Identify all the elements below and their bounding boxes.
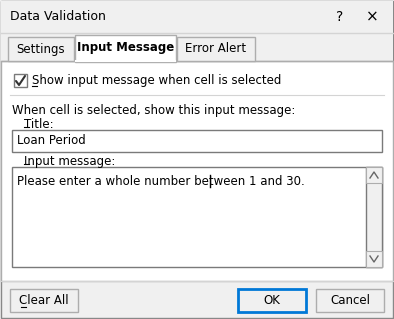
Text: Data Validation: Data Validation — [10, 11, 106, 24]
Bar — [12, 130, 382, 152]
Bar — [366, 167, 382, 183]
Text: Clear All: Clear All — [19, 293, 69, 307]
Bar — [12, 167, 382, 267]
Bar — [238, 288, 306, 311]
Text: OK: OK — [264, 293, 281, 307]
Bar — [177, 37, 255, 61]
Text: ?: ? — [336, 10, 344, 24]
Text: ×: × — [366, 10, 378, 25]
Bar — [75, 35, 176, 62]
Bar — [10, 288, 78, 311]
Bar — [1, 1, 393, 33]
Bar — [8, 37, 74, 61]
Text: Loan Period: Loan Period — [17, 135, 86, 147]
Text: Input message:: Input message: — [24, 155, 115, 168]
Bar — [1, 33, 393, 61]
Bar — [366, 251, 382, 267]
Text: Settings: Settings — [17, 42, 65, 56]
Text: Title:: Title: — [24, 118, 54, 131]
Bar — [316, 288, 384, 311]
Text: Please enter a whole number between 1 and 30.: Please enter a whole number between 1 an… — [17, 175, 305, 188]
Text: When cell is selected, show this input message:: When cell is selected, show this input m… — [12, 104, 296, 117]
Bar — [14, 74, 27, 87]
Text: Error Alert: Error Alert — [186, 42, 247, 56]
Text: Cancel: Cancel — [330, 293, 370, 307]
Text: Show input message when cell is selected: Show input message when cell is selected — [32, 74, 281, 87]
Bar — [1, 61, 393, 281]
Text: Input Message: Input Message — [77, 41, 174, 55]
Bar — [366, 167, 382, 267]
